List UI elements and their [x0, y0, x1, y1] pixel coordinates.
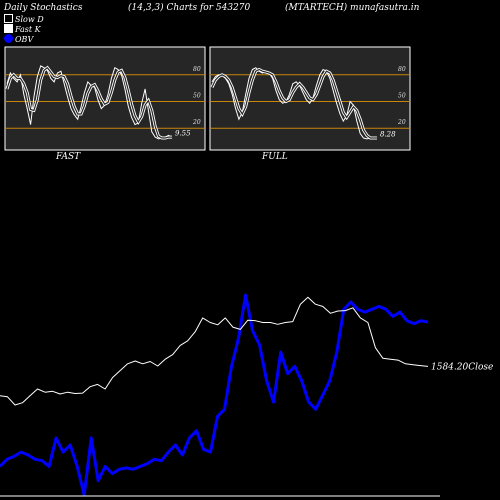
legend-label-fast-k: Fast K — [15, 25, 41, 34]
fast-fast-k-line — [6, 65, 173, 140]
legend-swatch-white — [4, 24, 13, 33]
full-level-label-50: 50 — [398, 93, 406, 100]
fast-last-value-label: 9.55 — [175, 130, 191, 138]
chart-title-params: (14,3,3) Charts for 543270 — [128, 3, 251, 13]
legend-label-slow-d: Slow D — [15, 15, 44, 24]
full-level-label-80: 80 — [398, 66, 406, 73]
fast-slow-d-line — [6, 66, 172, 139]
legend-item-slow-d: Slow D — [4, 14, 44, 24]
obv-line — [0, 293, 429, 497]
fast-level-label-50: 50 — [193, 93, 201, 100]
chart-title-right: (MTARTECH) munafasutra.in — [285, 3, 420, 13]
legend-label-obv: OBV — [15, 35, 34, 44]
close-price-line — [0, 296, 429, 406]
fast-level-label-80: 80 — [193, 66, 201, 73]
panel-title-full: FULL — [262, 152, 288, 162]
close-price-label: 1584.20Close — [431, 362, 493, 372]
legend-swatch-outline — [4, 14, 13, 23]
legend-swatch-blue — [4, 34, 13, 43]
fast-level-label-20: 20 — [192, 119, 201, 126]
full-level-label-20: 20 — [397, 119, 406, 126]
chart-title-left: Daily Stochastics — [4, 3, 83, 13]
full-fast-k-line — [211, 67, 378, 140]
legend-item-obv: OBV — [4, 34, 33, 44]
full-slow-d-line — [211, 68, 377, 139]
panel-title-fast: FAST — [56, 152, 81, 162]
full-last-value-label: 8.28 — [380, 131, 396, 139]
legend-item-fast-k: Fast K — [4, 24, 41, 34]
